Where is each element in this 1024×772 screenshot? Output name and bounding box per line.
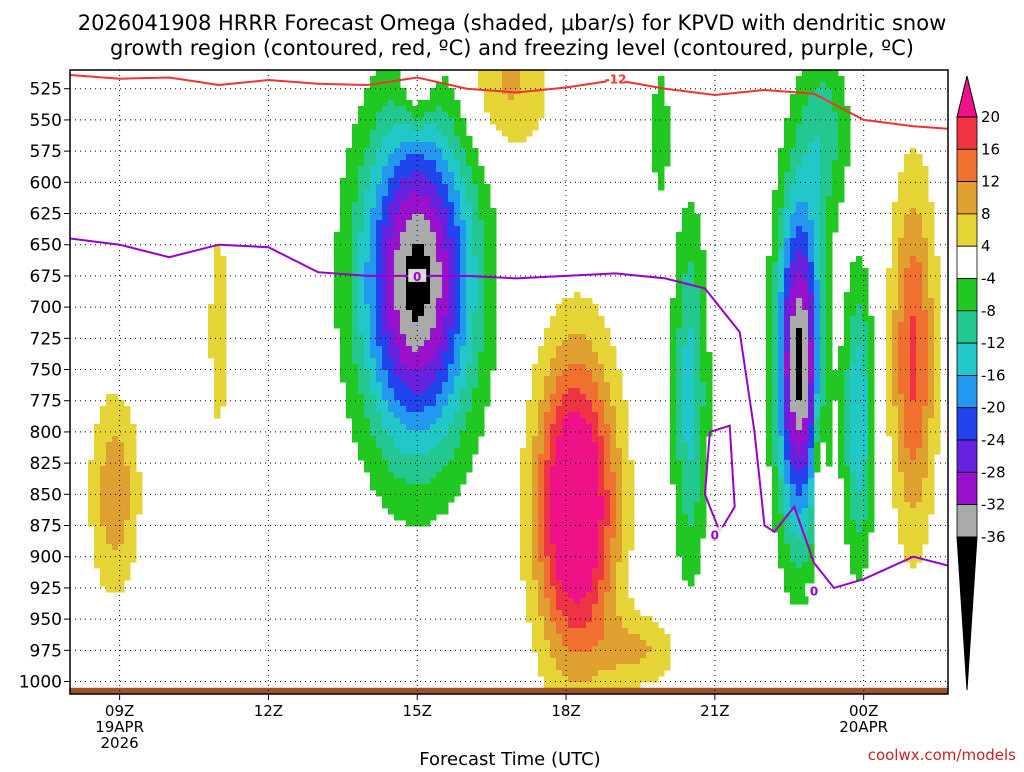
y-tick-label: 950 [30,610,62,630]
terrain-layer [70,688,948,694]
ground-terrain [70,688,948,694]
y-tick-label: 675 [30,267,62,287]
colorbar-tick-label: 20 [981,108,1000,126]
y-tick-label: 925 [30,579,62,599]
y-tick-label: 875 [30,517,62,537]
colorbar-bin [957,117,977,149]
colorbar-bin [957,246,977,278]
y-tick-label: 850 [30,485,62,505]
colorbar-tick-label: -20 [981,399,1006,417]
colorbar-tick-label: -32 [981,496,1006,514]
y-axis: 525 550 575 600 625 650 675 700 725 750 775 800 825 8… [19,80,70,693]
colorbar-bin [957,214,977,246]
freezing-contour-label: 0 [810,584,818,598]
colorbar-tick-label: -24 [981,431,1006,449]
x-axis-label: Forecast Time (UTC) [419,749,600,768]
y-tick-label: 700 [30,298,62,318]
colorbar-above-triangle [957,76,977,117]
colorbar: 20 16 12 8 4 -4 -8 -12 -16 -20 -24 -28 -32 -36 [957,76,1006,690]
colorbar-bin [957,440,977,472]
colorbar-bin [957,149,977,181]
y-tick-label: 775 [30,392,62,412]
y-tick-label: 800 [30,423,62,443]
x-tick-label: 12Z [254,702,283,720]
colorbar-tick-label: 16 [981,140,1000,158]
y-tick-label: 550 [30,111,62,131]
y-tick-label: 600 [30,173,62,193]
credit-link[interactable]: coolwx.com/models [868,746,1016,764]
colorbar-bin [957,182,977,214]
colorbar-bin [957,472,977,504]
colorbar-tick-label: 12 [981,173,1000,191]
colorbar-below-triangle [957,537,977,690]
colorbar-bin [957,343,977,375]
omega-shading [88,70,941,695]
x-tick-label: 18Z [551,702,580,720]
colorbar-tick-label: 4 [981,237,991,255]
dendritic-contour-label: -12 [605,73,627,87]
y-tick-label: 575 [30,142,62,162]
colorbar-bin [957,279,977,311]
colorbar-tick-label: 8 [981,205,991,223]
chart-title-line1: 2026041908 HRRR Forecast Omega (shaded, … [78,11,947,35]
colorbar-tick-label: -4 [981,270,996,288]
y-tick-label: 900 [30,548,62,568]
colorbar-bin [957,375,977,407]
colorbar-bin [957,311,977,343]
y-tick-label: 525 [30,80,62,100]
y-tick-label: 1000 [19,673,62,693]
y-tick-label: 650 [30,236,62,256]
chart-title-line2: growth region (contoured, red, ºC) and f… [110,36,914,60]
colorbar-tick-label: -36 [981,528,1006,546]
colorbar-tick-label: -12 [981,334,1006,352]
x-tick-label: 21Z [700,702,729,720]
y-tick-label: 750 [30,361,62,381]
x-tick-year: 2026 [101,734,139,752]
freezing-contour-label: 0 [413,270,421,284]
x-tick-date: 20APR [839,718,888,736]
x-tick-label: 15Z [403,702,432,720]
colorbar-tick-label: -8 [981,302,996,320]
freezing-level-loop-contour [705,426,735,532]
y-tick-label: 625 [30,205,62,225]
colorbar-tick-label: -28 [981,463,1006,481]
freezing-contour-label: 0 [711,528,719,542]
y-tick-label: 825 [30,454,62,474]
y-tick-label: 725 [30,329,62,349]
y-tick-label: 975 [30,641,62,661]
colorbar-bin [957,408,977,440]
colorbar-tick-label: -16 [981,366,1006,384]
colorbar-bin [957,505,977,537]
